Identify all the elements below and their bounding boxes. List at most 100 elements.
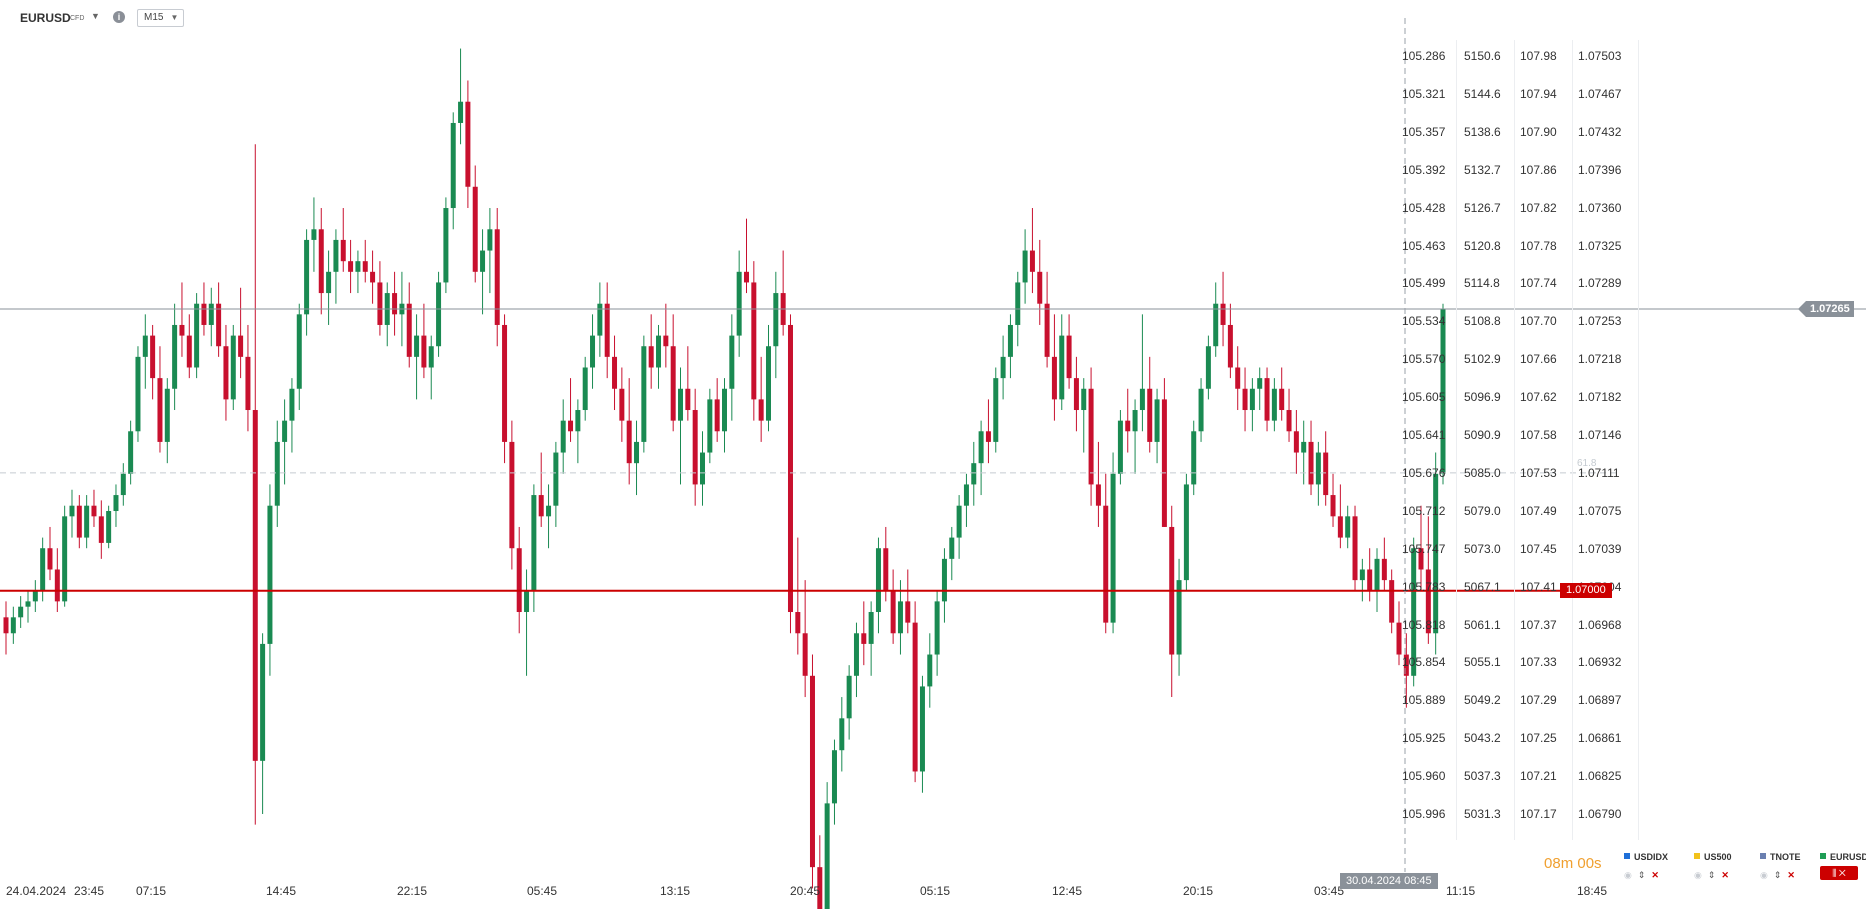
- candle-body: [428, 346, 434, 368]
- price-tick: 105.499: [1402, 276, 1446, 291]
- timeframe-select[interactable]: M15 ▼: [137, 9, 185, 27]
- time-tick: 14:45: [266, 884, 297, 898]
- close-icon[interactable]: ✕: [1721, 870, 1729, 880]
- candle-type-toggle[interactable]: ⫼ ✕: [1820, 866, 1858, 880]
- candle-body: [1440, 309, 1446, 474]
- candle-body: [809, 675, 815, 868]
- time-tick: 20:15: [1183, 884, 1214, 898]
- time-tick: 11:15: [1446, 884, 1476, 898]
- price-tick: 105.392: [1402, 162, 1446, 177]
- candle-body: [971, 463, 977, 485]
- candle-body: [1000, 356, 1006, 379]
- price-tick: 5138.6: [1464, 124, 1501, 139]
- fibonacci-level-label: 61.8: [1577, 457, 1597, 469]
- price-tick: 5150.6: [1464, 49, 1501, 63]
- candle-body: [1264, 378, 1270, 421]
- sort-arrows-icon[interactable]: ⇕: [1707, 870, 1716, 880]
- timer-minutes: 08: [1544, 855, 1561, 872]
- price-tick: 1.07075: [1578, 503, 1622, 518]
- price-tick: 107.78: [1520, 238, 1557, 253]
- candle-body: [1037, 271, 1043, 304]
- candle-body: [685, 388, 691, 411]
- close-icon[interactable]: ✕: [1651, 870, 1659, 880]
- time-tick: 23:45: [74, 884, 105, 898]
- time-tick: 05:15: [920, 884, 951, 898]
- horizontal-level-label[interactable]: 1.07000: [1560, 582, 1612, 598]
- candle-body: [260, 643, 266, 761]
- sort-arrows-icon[interactable]: ⇕: [1637, 870, 1646, 880]
- candle-body: [758, 399, 764, 421]
- candle-body: [773, 293, 779, 347]
- time-tick: 13:15: [660, 884, 691, 898]
- candle-body: [678, 388, 684, 421]
- chevron-down-icon: ▼: [170, 13, 179, 22]
- candle-body: [670, 346, 676, 421]
- candle-body: [443, 208, 449, 283]
- candle-body: [245, 356, 251, 411]
- price-tick: 1.07039: [1578, 541, 1622, 556]
- candle-body: [252, 410, 258, 761]
- chart-toolbar: EURUSD CFD ▼ i M15 ▼: [0, 0, 1340, 32]
- eye-icon[interactable]: ◉: [1624, 870, 1632, 880]
- price-tick: 5108.8: [1464, 314, 1501, 329]
- time-tick: 07:15: [136, 884, 167, 898]
- candle-body: [326, 271, 332, 294]
- candle-body: [978, 431, 984, 464]
- candle-body: [707, 399, 713, 453]
- price-tick: 107.94: [1520, 86, 1557, 101]
- series-color-swatch: [1760, 853, 1766, 859]
- candle-body: [1308, 441, 1314, 485]
- candle-countdown-timer: 08m 00s: [1544, 855, 1602, 872]
- timer-seconds: 00: [1577, 855, 1595, 872]
- close-icon[interactable]: ✕: [1787, 870, 1795, 880]
- candle-body: [32, 590, 38, 602]
- eye-icon[interactable]: ◉: [1760, 870, 1768, 880]
- price-tick: 107.17: [1520, 807, 1557, 821]
- candle-body: [414, 335, 420, 357]
- price-tick: 105.570: [1402, 352, 1446, 367]
- candle-body: [963, 484, 969, 506]
- candle-body: [1403, 654, 1409, 676]
- candle-body: [1213, 303, 1219, 347]
- candle-body: [626, 420, 632, 464]
- candle-body: [634, 441, 640, 464]
- candle-body: [458, 101, 464, 123]
- candle-body: [1249, 388, 1255, 411]
- candle-body: [743, 271, 749, 283]
- candle-body: [1286, 410, 1292, 432]
- candle-body: [941, 558, 947, 602]
- price-tick: 1.07218: [1578, 352, 1622, 367]
- candle-body: [47, 548, 53, 570]
- candle-body: [553, 452, 559, 506]
- candle-body: [853, 633, 859, 676]
- chevron-down-icon[interactable]: ▼: [91, 11, 100, 21]
- candle-body: [1059, 335, 1065, 400]
- candle-body: [1022, 250, 1028, 283]
- price-tick: 5073.0: [1464, 541, 1501, 556]
- candle-body: [575, 410, 581, 432]
- candle-body: [1323, 452, 1329, 496]
- price-tick: 1.07360: [1578, 200, 1622, 215]
- candle-body: [612, 356, 618, 389]
- candle-body: [597, 303, 603, 336]
- price-tick: 107.82: [1520, 200, 1557, 215]
- candle-body: [194, 303, 200, 368]
- price-tick: 1.06897: [1578, 693, 1622, 708]
- candle-body: [69, 505, 75, 517]
- sort-arrows-icon[interactable]: ⇕: [1773, 870, 1782, 880]
- info-icon[interactable]: i: [113, 11, 125, 23]
- price-tick: 105.712: [1402, 503, 1446, 518]
- candle-body: [120, 473, 126, 496]
- candle-body: [377, 282, 383, 325]
- eye-icon[interactable]: ◉: [1694, 870, 1702, 880]
- candle-body: [1433, 473, 1439, 634]
- close-icon[interactable]: ✕: [1838, 868, 1846, 878]
- candle-body: [1367, 569, 1373, 591]
- legend-label: US500: [1704, 852, 1732, 862]
- candle-body: [1381, 558, 1387, 581]
- price-tick: 107.86: [1520, 162, 1557, 177]
- symbol-name[interactable]: EURUSD: [20, 11, 71, 25]
- candle-body: [1154, 399, 1160, 442]
- price-tick: 1.06968: [1578, 617, 1622, 632]
